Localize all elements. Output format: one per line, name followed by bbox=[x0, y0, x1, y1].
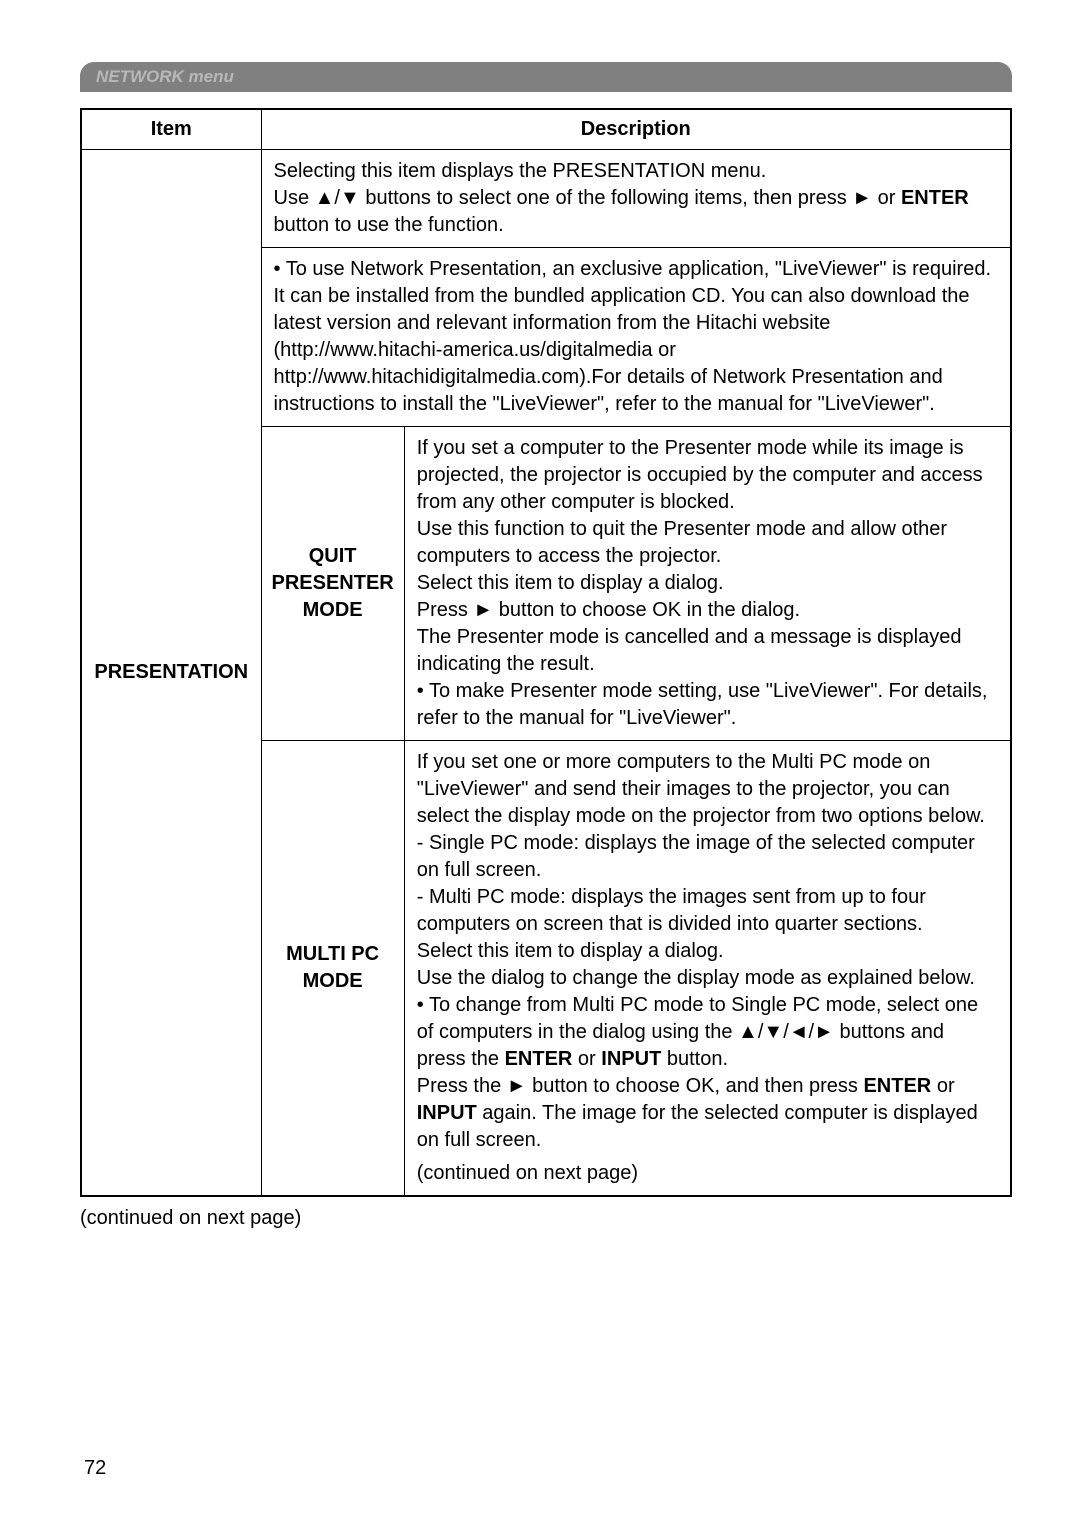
presentation-intro: Selecting this item displays the PRESENT… bbox=[261, 150, 1011, 248]
header-description: Description bbox=[261, 109, 1011, 150]
quit-presenter-label: QUITPRESENTERMODE bbox=[261, 427, 404, 741]
section-header-label: NETWORK menu bbox=[96, 67, 234, 86]
header-item: Item bbox=[81, 109, 261, 150]
item-presentation: PRESENTATION bbox=[81, 150, 261, 1197]
quit-presenter-desc: If you set a computer to the Presenter m… bbox=[404, 427, 1011, 741]
multi-pc-label: MULTI PCMODE bbox=[261, 741, 404, 1197]
multi-pc-continued: (continued on next page) bbox=[417, 1160, 998, 1187]
multi-pc-desc: If you set one or more computers to the … bbox=[404, 741, 1011, 1197]
liveviewer-note: • To use Network Presentation, an exclus… bbox=[261, 248, 1011, 427]
menu-table: Item Description PRESENTATION Selecting … bbox=[80, 108, 1012, 1197]
page-container: NETWORK menu Item Description PRESENTATI… bbox=[0, 0, 1080, 1270]
section-header-bar: NETWORK menu bbox=[80, 62, 1012, 92]
page-number: 72 bbox=[84, 1457, 106, 1480]
footer-continued: (continued on next page) bbox=[80, 1207, 1012, 1230]
